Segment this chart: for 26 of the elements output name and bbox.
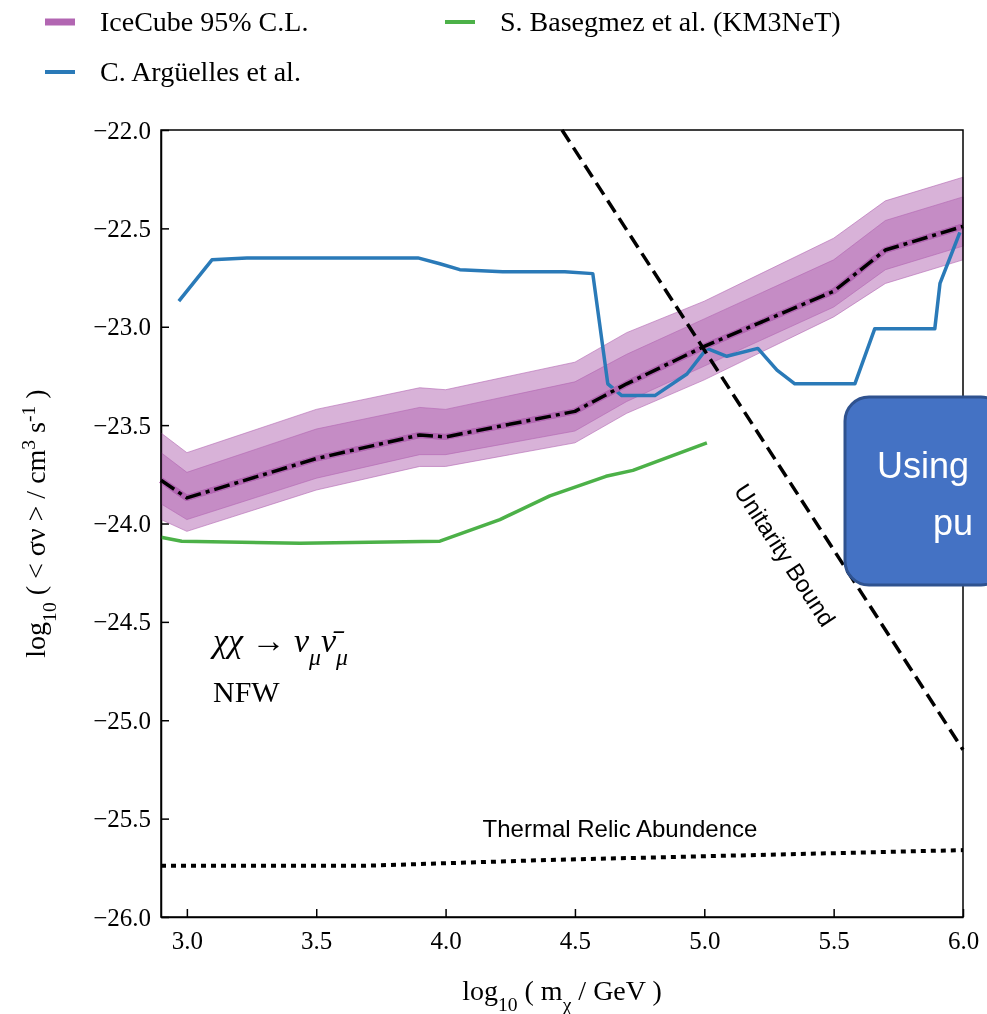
y-tick-label: −24.0	[93, 510, 151, 537]
y-tick-label: −23.0	[93, 313, 151, 341]
x-tick-label: 3.0	[171, 926, 203, 954]
callout-box: Using pu	[843, 395, 987, 587]
x-tick-label: 4.5	[559, 926, 592, 954]
x-tick-label: 4.0	[430, 926, 462, 954]
y-tick-label: −23.5	[93, 411, 151, 439]
x-tick-label: 5.5	[818, 926, 850, 954]
x-tick-label: 6.0	[947, 926, 980, 954]
x-axis-title: log$_{10}$ ( m$_{χ}$ / GeV )	[462, 975, 662, 1014]
y-tick-label: −25.5	[93, 805, 151, 833]
annotation: χχ → ν$_{μ}$ν̄$_{μ}$	[210, 622, 349, 670]
annotation: NFW	[213, 675, 281, 708]
x-tick-label: 3.5	[301, 926, 333, 954]
y-tick-label: −24.5	[93, 608, 151, 636]
legend-label: C. Argüelles et al.	[100, 56, 301, 87]
x-tick-label: 5.0	[689, 926, 721, 954]
annotation: Using	[877, 445, 970, 486]
y-tick-label: −26.0	[93, 903, 151, 931]
annotation: pu	[933, 502, 974, 543]
legend-label: S. Basegmez et al. (KM3NeT)	[500, 6, 841, 37]
y-tick-label: −22.5	[93, 214, 151, 242]
y-tick-label: −25.0	[93, 706, 151, 734]
y-tick-label: −22.0	[93, 116, 151, 144]
annotation: Thermal Relic Abundence	[482, 815, 758, 843]
legend-label: IceCube 95% C.L.	[100, 6, 309, 37]
